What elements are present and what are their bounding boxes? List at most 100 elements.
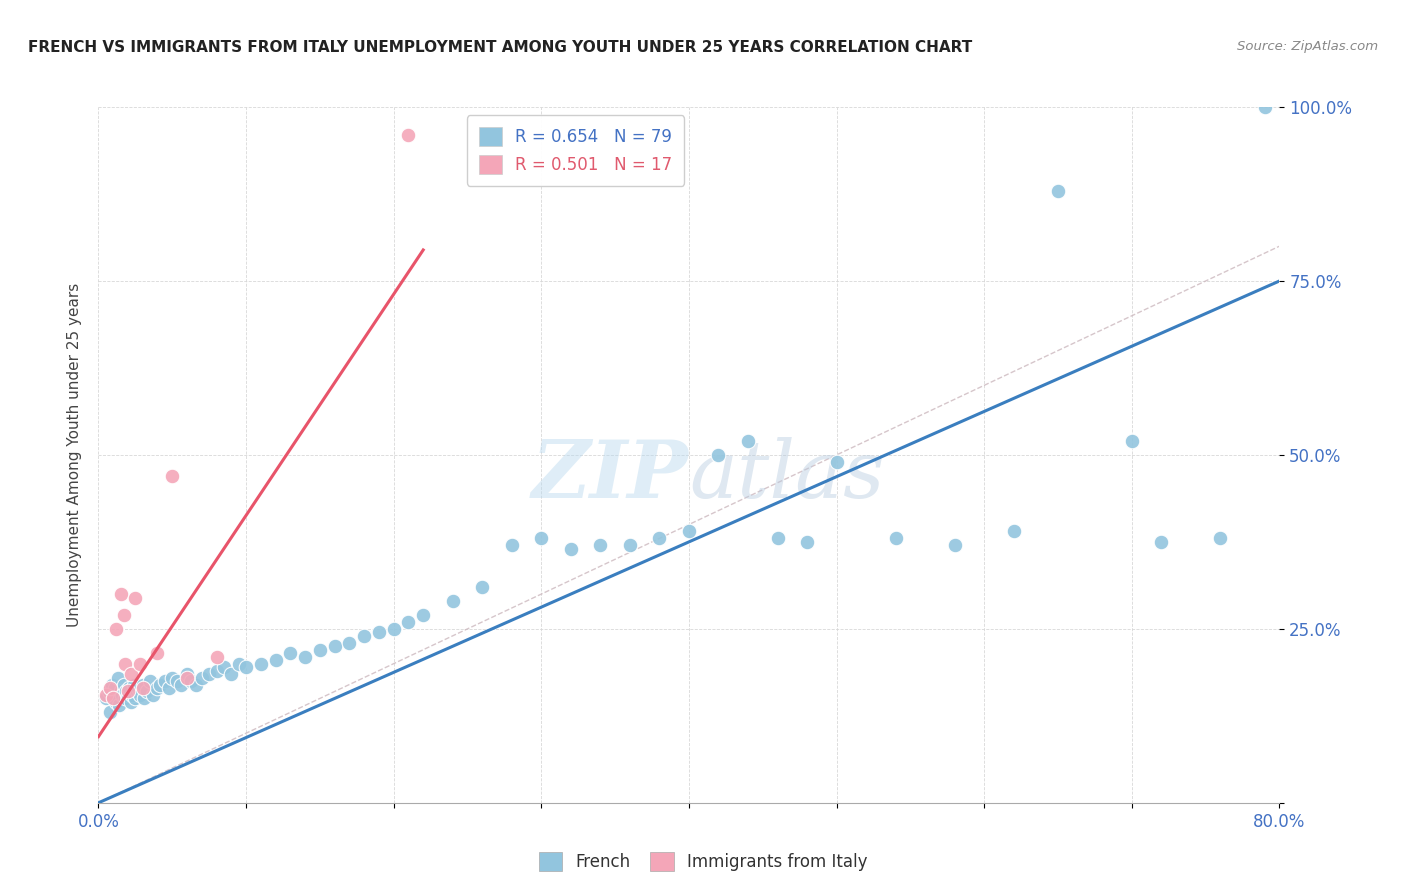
Point bbox=[162, 671, 183, 685]
Text: ZIP: ZIP bbox=[531, 437, 689, 515]
Point bbox=[128, 688, 150, 702]
Point bbox=[678, 524, 700, 539]
Point bbox=[98, 706, 121, 720]
Text: FRENCH VS IMMIGRANTS FROM ITALY UNEMPLOYMENT AMONG YOUTH UNDER 25 YEARS CORRELAT: FRENCH VS IMMIGRANTS FROM ITALY UNEMPLOY… bbox=[28, 40, 973, 55]
Point bbox=[136, 684, 159, 698]
Point bbox=[825, 455, 848, 469]
Point bbox=[110, 587, 132, 601]
Point bbox=[108, 698, 131, 713]
Point bbox=[120, 667, 142, 681]
Point bbox=[114, 657, 136, 671]
Point bbox=[166, 674, 188, 689]
Point bbox=[382, 622, 405, 636]
Point bbox=[648, 532, 671, 546]
Point bbox=[1254, 100, 1277, 114]
Point bbox=[94, 688, 117, 702]
Point bbox=[205, 649, 228, 664]
Point bbox=[501, 538, 523, 552]
Point bbox=[737, 434, 759, 448]
Point bbox=[441, 594, 464, 608]
Point bbox=[1121, 434, 1143, 448]
Point bbox=[198, 667, 221, 681]
Point bbox=[103, 688, 125, 702]
Point bbox=[120, 695, 142, 709]
Point bbox=[530, 532, 553, 546]
Point bbox=[170, 677, 193, 691]
Point bbox=[228, 657, 250, 671]
Point bbox=[142, 688, 165, 702]
Point bbox=[146, 646, 169, 660]
Point bbox=[146, 681, 169, 695]
Point bbox=[176, 667, 198, 681]
Point bbox=[368, 625, 391, 640]
Point bbox=[107, 671, 129, 685]
Point bbox=[139, 674, 162, 689]
Legend: French, Immigrants from Italy: French, Immigrants from Italy bbox=[530, 843, 876, 880]
Point bbox=[121, 688, 143, 702]
Point bbox=[339, 636, 361, 650]
Point bbox=[1209, 532, 1232, 546]
Point bbox=[796, 534, 818, 549]
Point bbox=[943, 538, 966, 552]
Point bbox=[264, 653, 287, 667]
Point bbox=[127, 681, 149, 695]
Point bbox=[157, 681, 180, 695]
Point bbox=[94, 691, 117, 706]
Point bbox=[212, 660, 235, 674]
Text: Source: ZipAtlas.com: Source: ZipAtlas.com bbox=[1237, 40, 1378, 54]
Point bbox=[471, 580, 494, 594]
Point bbox=[112, 677, 135, 691]
Point bbox=[149, 677, 172, 691]
Point bbox=[1046, 184, 1070, 198]
Point bbox=[112, 607, 135, 622]
Point bbox=[114, 691, 136, 706]
Point bbox=[110, 684, 132, 698]
Point bbox=[235, 660, 257, 674]
Point bbox=[205, 664, 228, 678]
Point bbox=[124, 591, 146, 605]
Point bbox=[117, 684, 139, 698]
Point bbox=[105, 622, 128, 636]
Point bbox=[97, 684, 120, 698]
Point bbox=[124, 691, 146, 706]
Point bbox=[122, 677, 145, 691]
Point bbox=[118, 681, 141, 695]
Point bbox=[619, 538, 641, 552]
Point bbox=[134, 691, 156, 706]
Point bbox=[132, 677, 155, 691]
Point bbox=[111, 688, 134, 702]
Point bbox=[117, 688, 139, 702]
Point bbox=[184, 677, 207, 691]
Y-axis label: Unemployment Among Youth under 25 years: Unemployment Among Youth under 25 years bbox=[66, 283, 82, 627]
Point bbox=[180, 674, 202, 689]
Point bbox=[221, 667, 243, 681]
Point bbox=[353, 629, 375, 643]
Point bbox=[707, 448, 730, 462]
Point bbox=[98, 681, 121, 695]
Point bbox=[1002, 524, 1025, 539]
Point bbox=[560, 541, 582, 556]
Point bbox=[176, 671, 198, 685]
Point bbox=[100, 677, 122, 691]
Point bbox=[103, 691, 125, 706]
Point bbox=[309, 642, 332, 657]
Point bbox=[884, 532, 907, 546]
Point bbox=[398, 615, 420, 629]
Point bbox=[128, 657, 150, 671]
Point bbox=[250, 657, 273, 671]
Text: atlas: atlas bbox=[689, 437, 884, 515]
Point bbox=[162, 468, 183, 483]
Point bbox=[153, 674, 176, 689]
Point bbox=[125, 684, 148, 698]
Point bbox=[280, 646, 302, 660]
Point bbox=[412, 607, 434, 622]
Point bbox=[398, 128, 420, 142]
Point bbox=[105, 695, 128, 709]
Point bbox=[191, 671, 214, 685]
Point bbox=[589, 538, 612, 552]
Legend: R = 0.654   N = 79, R = 0.501   N = 17: R = 0.654 N = 79, R = 0.501 N = 17 bbox=[467, 115, 685, 186]
Point bbox=[115, 684, 138, 698]
Point bbox=[294, 649, 316, 664]
Point bbox=[132, 681, 155, 695]
Point bbox=[323, 639, 346, 653]
